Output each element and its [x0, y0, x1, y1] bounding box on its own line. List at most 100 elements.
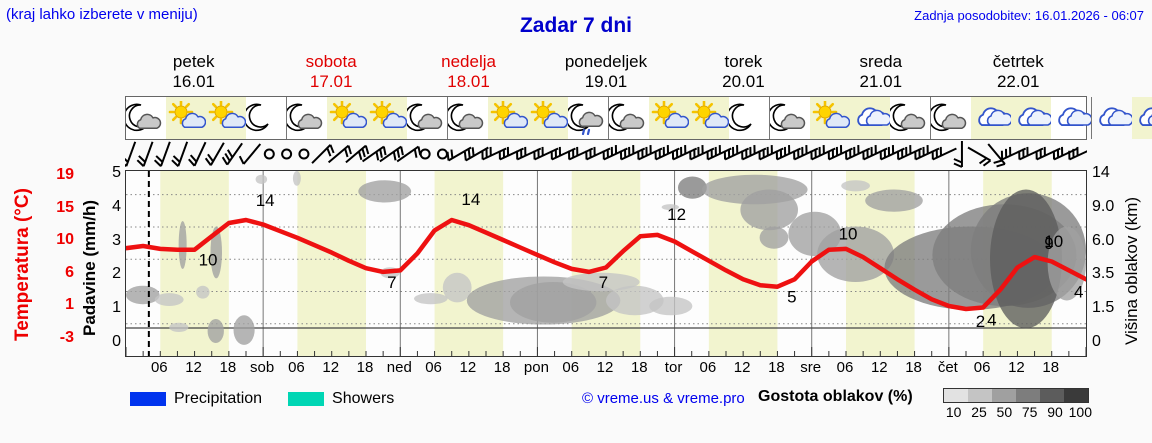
- day-name: nedelja: [441, 52, 496, 71]
- hour-tick-label: 06: [150, 359, 168, 376]
- wind-barb: [379, 145, 404, 163]
- day-header-petek: petek 16.01: [125, 52, 262, 94]
- hour-tick-label: 06: [425, 359, 442, 376]
- cloud-height-tick: 6.0: [1092, 231, 1115, 249]
- credit-link[interactable]: © vreme.us & vreme.pro: [582, 390, 745, 407]
- cloud-density-legend-title: Gostota oblakov (%): [758, 388, 913, 405]
- wind-barb: [171, 141, 189, 167]
- icon-day-ponedeljek: [609, 97, 770, 139]
- hour-tick-label: 18: [493, 359, 511, 376]
- hour-tick-label: 18: [630, 359, 648, 376]
- sun-cloud-icon: [166, 97, 206, 139]
- last-updated: Zadnja posodobitev: 16.01.2026 - 06:07: [914, 8, 1144, 23]
- wind-barb: [953, 141, 963, 168]
- day-name: ponedeljek: [564, 52, 648, 71]
- moon-cloud-icon: [770, 97, 810, 139]
- cloud-layer-group: [126, 171, 1086, 345]
- precipitation-swatch: [130, 392, 166, 406]
- wind-barb: [775, 145, 801, 161]
- temperature-value-label: 4: [987, 310, 996, 329]
- temperature-value-label: 9: [1044, 234, 1053, 253]
- day-header-sreda: sreda 21.01: [812, 52, 949, 94]
- cloud-density-band: [1040, 389, 1064, 402]
- cloud-icon: [850, 97, 890, 139]
- temperature-tick: 6: [65, 263, 74, 281]
- temperature-value-label: 2: [976, 312, 985, 331]
- temperature-value-label: 12: [667, 205, 686, 224]
- cloud-density-tick-labels: 10 25 50 75 90 100: [941, 404, 1093, 420]
- icon-day-torek: [770, 97, 931, 139]
- hour-tick-label: 06: [562, 359, 580, 376]
- wind-barb: [637, 145, 663, 161]
- hour-tick-label: 18: [905, 359, 922, 376]
- wind-barb-calm: [419, 148, 431, 160]
- precipitation-tick: 0: [112, 333, 121, 350]
- wind-barb: [1000, 146, 1027, 161]
- wind-barb: [327, 144, 352, 164]
- wind-barb-calm: [263, 148, 275, 160]
- moon-cloud-icon: [890, 97, 930, 139]
- day-date: 21.01: [859, 72, 903, 91]
- moon-cloud-icon: [931, 97, 971, 139]
- wind-barb: [446, 146, 472, 162]
- hour-tick-label: 18: [768, 359, 785, 376]
- sun-cloud-icon: [689, 97, 729, 139]
- day-date: 19.01: [584, 72, 628, 91]
- precipitation-tick: 3: [112, 231, 121, 249]
- wind-barb: [671, 145, 698, 161]
- icon-day-sreda: [931, 97, 1092, 139]
- cloud-density-band: [1016, 389, 1040, 402]
- temperature-axis-title: Temperatura (°C): [12, 188, 33, 342]
- cloud-height-axis-title: Višina oblakov (km): [1122, 196, 1141, 345]
- hour-tick-label: 06: [973, 359, 991, 376]
- temperature-value-label: 14: [461, 190, 480, 209]
- cloud-density-tick: 100: [1068, 404, 1092, 420]
- moon-cloud-icon: [609, 97, 649, 139]
- day-date: 17.01: [309, 72, 353, 91]
- wind-barb: [463, 146, 489, 162]
- temperature-value-label: 5: [787, 288, 796, 307]
- wind-barb: [967, 146, 992, 167]
- cloud-density-tick: 75: [1021, 404, 1038, 420]
- wind-barb-calm: [436, 148, 448, 160]
- precipitation-tick: 2: [112, 265, 121, 283]
- wind-barb: [845, 145, 871, 161]
- wind-barb: [723, 145, 750, 161]
- wind-barb: [361, 145, 387, 163]
- hour-tick-label: sre: [800, 359, 822, 376]
- cloud-icon: [1051, 97, 1091, 139]
- wind-barb-calm: [298, 148, 310, 160]
- wind-barb: [1035, 146, 1061, 161]
- wind-barb: [345, 144, 370, 164]
- sun-cloud-icon: [327, 97, 367, 139]
- sun-cloud-icon: [649, 97, 689, 139]
- temperature-value-label: 7: [387, 273, 396, 292]
- day-header-četrtek: četrtek 22.01: [950, 52, 1087, 94]
- wind-barb: [136, 141, 154, 167]
- wind-barb: [758, 145, 784, 161]
- wind-barb: [188, 141, 207, 167]
- moon-cloud-icon: [448, 97, 488, 139]
- temperature-value-label: 7: [599, 273, 608, 292]
- sun-cloud-icon: [488, 97, 528, 139]
- plot-canvas: 1014714712510292841044: [126, 171, 1086, 356]
- wind-barb: [862, 145, 888, 161]
- cloud-density-tick: 50: [996, 404, 1013, 420]
- temperature-value-label: 10: [839, 225, 858, 244]
- icon-day-petek: [126, 97, 287, 139]
- wind-barb: [119, 141, 137, 167]
- wind-barb: [311, 144, 335, 164]
- wind-barb: [879, 145, 905, 161]
- wind-barb: [741, 145, 767, 161]
- wind-barb-band: [119, 140, 1094, 170]
- moon-cloud-rain-icon: [568, 97, 608, 139]
- icon-day-sobota: [287, 97, 448, 139]
- hour-tick-label: ned: [386, 359, 412, 376]
- hour-tick-label: tor: [664, 359, 683, 376]
- wind-barb: [1068, 146, 1094, 161]
- temperature-tick: 15: [56, 198, 74, 216]
- temperature-value-label: 4: [1074, 282, 1083, 301]
- wind-barb-canvas: [119, 141, 1094, 168]
- cloud-density-band: [992, 389, 1016, 402]
- wind-barb: [481, 146, 507, 161]
